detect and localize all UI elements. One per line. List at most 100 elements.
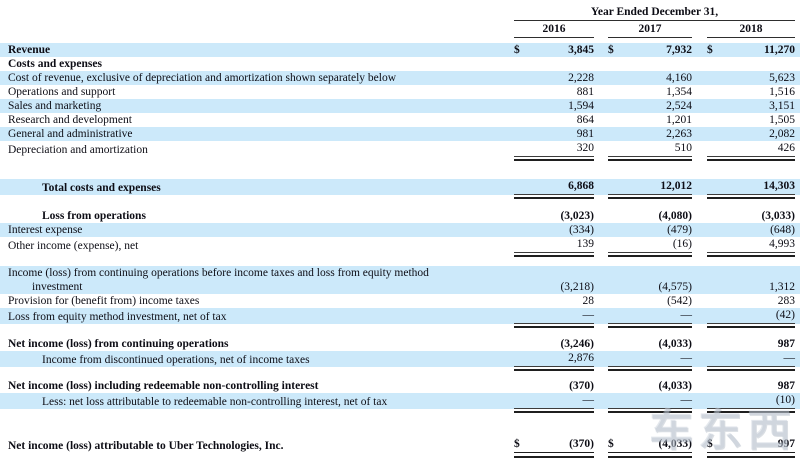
table-row: Net income (loss) attributable to Uber T… — [0, 437, 800, 458]
value-cell-2018: 426 — [707, 141, 795, 161]
value-cell-2016: (370) — [514, 379, 594, 393]
row-label: Income (loss) from continuing operations… — [0, 266, 506, 294]
spacer-row — [0, 409, 800, 437]
value-text: (4,033) — [658, 380, 692, 392]
value-inner: (4,575) — [608, 280, 692, 294]
year-column-header-2016: 2016 — [514, 23, 594, 38]
value-cell-2018: 1,505 — [707, 113, 795, 127]
value-inner: (4,080) — [608, 209, 692, 223]
period-header-row: Year Ended December 31, — [0, 6, 800, 21]
value-text: 3,845 — [568, 44, 594, 56]
value-cell-2017: $7,932 — [608, 43, 692, 57]
value-text: 2,082 — [769, 128, 795, 140]
value-cell-2018: 5,623 — [707, 71, 795, 85]
value-text: 28 — [582, 295, 595, 307]
value-cell-2017: (4,033) — [608, 379, 692, 393]
year-header-row: 2016 2017 2018 — [0, 23, 800, 38]
value-cell-2018: — — [707, 351, 795, 371]
value-inner: 2,082 — [707, 127, 795, 141]
value-inner: 1,354 — [608, 85, 692, 99]
value-text: 1,594 — [568, 100, 594, 112]
value-inner: (16) — [608, 237, 692, 253]
value-text: 3,151 — [769, 100, 795, 112]
table-row: Cost of revenue, exclusive of depreciati… — [0, 71, 800, 85]
value-text: — — [680, 394, 693, 406]
table-row: Income from discontinued operations, net… — [0, 351, 800, 371]
value-cell-2017: 510 — [608, 141, 692, 161]
row-label: Sales and marketing — [8, 100, 102, 112]
value-inner: — — [707, 351, 795, 367]
value-cell-2017: 1,201 — [608, 113, 692, 127]
value-inner: 1,505 — [707, 113, 795, 127]
value-cell-2016: — — [514, 393, 594, 413]
value-inner: (479) — [608, 223, 692, 237]
table-row: Income (loss) from continuing operations… — [0, 266, 800, 294]
currency-symbol: $ — [514, 44, 520, 56]
value-inner: — — [514, 308, 594, 324]
value-cell-2017: — — [608, 351, 692, 371]
value-cell-2018: 2,082 — [707, 127, 795, 141]
value-inner: 3,151 — [707, 99, 795, 113]
value-inner: $3,845 — [514, 43, 594, 57]
value-cell-2018: $997 — [707, 437, 795, 458]
table-row: Research and development 864 1,201 1,505 — [0, 113, 800, 127]
value-cell-2017: 12,012 — [608, 179, 692, 199]
value-inner: 2,263 — [608, 127, 692, 141]
value-inner: 426 — [707, 141, 795, 157]
value-text: 1,505 — [769, 114, 795, 126]
value-inner: (3,246) — [514, 337, 594, 351]
value-inner: 864 — [514, 113, 594, 127]
table-body: Revenue $3,845 $7,932 $11,270 Costs and expe… — [0, 43, 800, 458]
table-row: Other income (expense), net 139 (16) 4,993 — [0, 237, 800, 257]
value-inner: (42) — [707, 308, 795, 324]
value-inner: — — [608, 393, 692, 409]
value-inner: 320 — [514, 141, 594, 157]
value-inner: (3,218) — [514, 280, 594, 294]
value-inner: 6,868 — [514, 179, 594, 195]
value-cell-2016: 1,594 — [514, 99, 594, 113]
value-text: 987 — [777, 380, 795, 392]
value-text: — — [783, 352, 796, 364]
currency-symbol: $ — [707, 438, 713, 450]
value-cell-2016: 864 — [514, 113, 594, 127]
row-label: Provision for (benefit from) income taxe… — [8, 295, 200, 307]
value-cell-2017: 2,524 — [608, 99, 692, 113]
row-label: Revenue — [8, 44, 51, 56]
value-inner: 139 — [514, 237, 594, 253]
value-inner: 981 — [514, 127, 594, 141]
value-cell-2016: 6,868 — [514, 179, 594, 199]
table-row: Interest expense (334) (479) (648) — [0, 223, 800, 237]
row-label: Income from discontinued operations, net… — [42, 354, 310, 366]
value-cell-2017: (4,033) — [608, 337, 692, 351]
value-text: 2,228 — [568, 72, 594, 84]
value-text: (648) — [770, 224, 795, 236]
value-text: 987 — [777, 338, 795, 350]
value-cell-2016: 881 — [514, 85, 594, 99]
value-text: (542) — [667, 295, 692, 307]
row-label: Research and development — [8, 114, 132, 126]
value-inner: (648) — [707, 223, 795, 237]
value-text: (4,033) — [658, 438, 692, 450]
value-cell-2018: 987 — [707, 379, 795, 393]
value-text: 4,993 — [769, 238, 795, 250]
value-inner: $11,270 — [707, 43, 795, 57]
value-cell-2016: (3,023) — [514, 209, 594, 223]
value-text: (3,218) — [560, 281, 594, 293]
value-cell-2016: 320 — [514, 141, 594, 161]
value-inner: 1,201 — [608, 113, 692, 127]
value-inner: (4,033) — [608, 379, 692, 393]
value-text: 139 — [576, 238, 594, 250]
value-inner: 1,594 — [514, 99, 594, 113]
value-inner: — — [514, 393, 594, 409]
row-label: Depreciation and amortization — [8, 144, 148, 156]
value-text: 1,312 — [769, 281, 795, 293]
table-row: General and administrative 981 2,263 2,082 — [0, 127, 800, 141]
row-label: Other income (expense), net — [8, 240, 139, 252]
value-inner: $997 — [707, 437, 795, 453]
value-cell-2018: 1,516 — [707, 85, 795, 99]
value-cell-2018: 283 — [707, 294, 795, 308]
row-label: Operations and support — [8, 86, 116, 98]
value-cell-2018: (648) — [707, 223, 795, 237]
value-cell-2017: (4,080) — [608, 209, 692, 223]
